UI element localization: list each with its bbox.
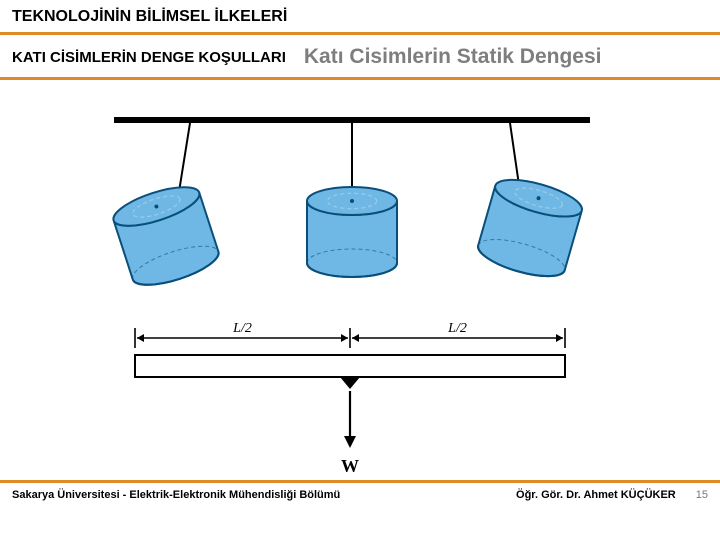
footer-instructor: Öğr. Gör. Dr. Ahmet KÜÇÜKER — [516, 489, 676, 501]
svg-text:W: W — [341, 456, 359, 476]
subtitle-left: KATI CİSİMLERİN DENGE KOŞULLARI — [12, 49, 286, 66]
cylinder-2 — [307, 187, 397, 277]
equilibrium-diagram: L/2 L/2 W — [0, 80, 720, 480]
diagram-stage: L/2 L/2 W — [0, 80, 720, 480]
footer-university: Sakarya Üniversitesi - Elektrik-Elektron… — [12, 489, 516, 501]
subtitle-right: Katı Cisimlerin Statik Dengesi — [304, 45, 708, 69]
footer-page-number: 15 — [696, 489, 708, 501]
footer: Sakarya Üniversitesi - Elektrik-Elektron… — [0, 480, 720, 507]
svg-text:L/2: L/2 — [447, 321, 467, 336]
cylinder-1 — [109, 179, 222, 292]
subtitle-row: KATI CİSİMLERİN DENGE KOŞULLARI Katı Cis… — [0, 35, 720, 80]
page-title: TEKNOLOJİNİN BİLİMSEL İLKELERİ — [0, 0, 720, 35]
cylinder-3 — [474, 172, 585, 283]
svg-text:L/2: L/2 — [232, 321, 252, 336]
